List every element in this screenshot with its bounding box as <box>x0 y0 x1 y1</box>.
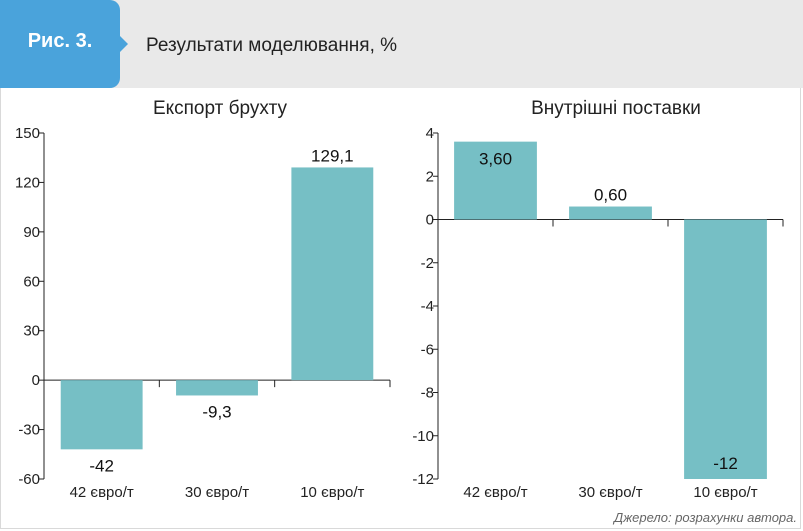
bar <box>291 167 374 381</box>
category-label: 30 євро/т <box>578 484 642 501</box>
bar <box>684 219 767 479</box>
bar <box>176 380 258 396</box>
y-tick-label: -30 <box>18 422 40 439</box>
data-label: 129,1 <box>311 146 354 165</box>
y-tick-label: 4 <box>426 125 434 142</box>
y-tick-label: -4 <box>421 298 434 315</box>
y-tick-label: -2 <box>421 255 434 272</box>
category-label: 42 євро/т <box>70 484 134 501</box>
bar <box>60 380 143 450</box>
y-tick-label: 2 <box>426 168 434 185</box>
y-tick-label: -10 <box>412 428 434 445</box>
y-tick-label: 0 <box>426 212 434 229</box>
y-tick-label: 90 <box>23 224 40 241</box>
figure-tag-arrow-icon <box>120 36 128 52</box>
category-label: 30 євро/т <box>185 484 249 501</box>
y-tick-label: -60 <box>18 471 40 488</box>
chart-frame <box>0 88 801 529</box>
figure-number-tag: Рис. 3. <box>0 0 120 88</box>
data-label: 3,60 <box>479 150 512 169</box>
data-label: 0,60 <box>594 186 627 205</box>
bar <box>569 206 652 220</box>
data-label: -42 <box>89 456 114 475</box>
y-tick-label: -12 <box>412 471 434 488</box>
y-tick-label: -8 <box>421 385 434 402</box>
data-label: -12 <box>713 454 738 473</box>
chart-title-domestic: Внутрішні поставки <box>531 98 701 119</box>
y-tick-label: 120 <box>15 174 40 191</box>
figure-title: Результати моделювання, % <box>146 35 398 56</box>
source-note: Джерело: розрахунки автора. <box>614 510 797 525</box>
category-label: 10 євро/т <box>300 484 364 501</box>
y-tick-label: 0 <box>32 372 40 389</box>
figure-number: Рис. 3. <box>27 30 93 52</box>
y-tick-label: 60 <box>23 273 40 290</box>
bar <box>454 141 537 220</box>
y-tick-label: -6 <box>421 341 434 358</box>
data-label: -9,3 <box>202 402 231 421</box>
y-tick-label: 30 <box>23 323 40 340</box>
category-label: 42 євро/т <box>463 484 527 501</box>
y-tick-label: 150 <box>15 125 40 142</box>
category-label: 10 євро/т <box>693 484 757 501</box>
figure-header: Рис. 3. Результати моделювання, % <box>0 0 803 88</box>
chart-title-export: Експорт брухту <box>152 98 288 119</box>
